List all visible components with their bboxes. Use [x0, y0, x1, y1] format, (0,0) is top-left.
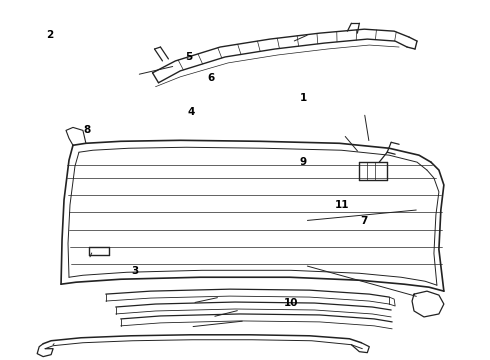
Text: 9: 9: [300, 157, 307, 167]
Text: 1: 1: [300, 93, 307, 103]
Text: 3: 3: [132, 266, 139, 276]
Text: 8: 8: [83, 125, 90, 135]
Text: 4: 4: [188, 107, 195, 117]
Text: 2: 2: [47, 30, 54, 40]
Text: 10: 10: [284, 298, 298, 308]
Text: 7: 7: [361, 216, 368, 226]
Text: 5: 5: [185, 52, 193, 62]
Text: 6: 6: [207, 73, 215, 83]
Text: 11: 11: [335, 200, 350, 210]
